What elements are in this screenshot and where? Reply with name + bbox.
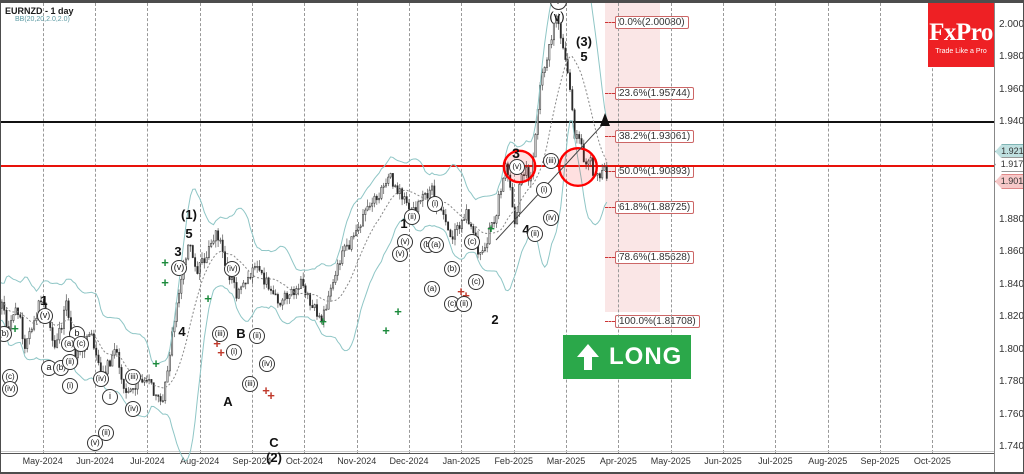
svg-text:+: + xyxy=(487,221,495,236)
svg-text:+: + xyxy=(267,388,275,403)
svg-text:+: + xyxy=(11,321,19,336)
svg-text:+: + xyxy=(161,275,169,290)
svg-text:+: + xyxy=(152,356,160,371)
svg-text:+: + xyxy=(382,323,390,338)
svg-text:+: + xyxy=(204,291,212,306)
svg-text:+: + xyxy=(217,345,225,360)
svg-text:+: + xyxy=(394,304,402,319)
svg-text:+: + xyxy=(319,314,327,329)
svg-text:+: + xyxy=(262,383,270,398)
